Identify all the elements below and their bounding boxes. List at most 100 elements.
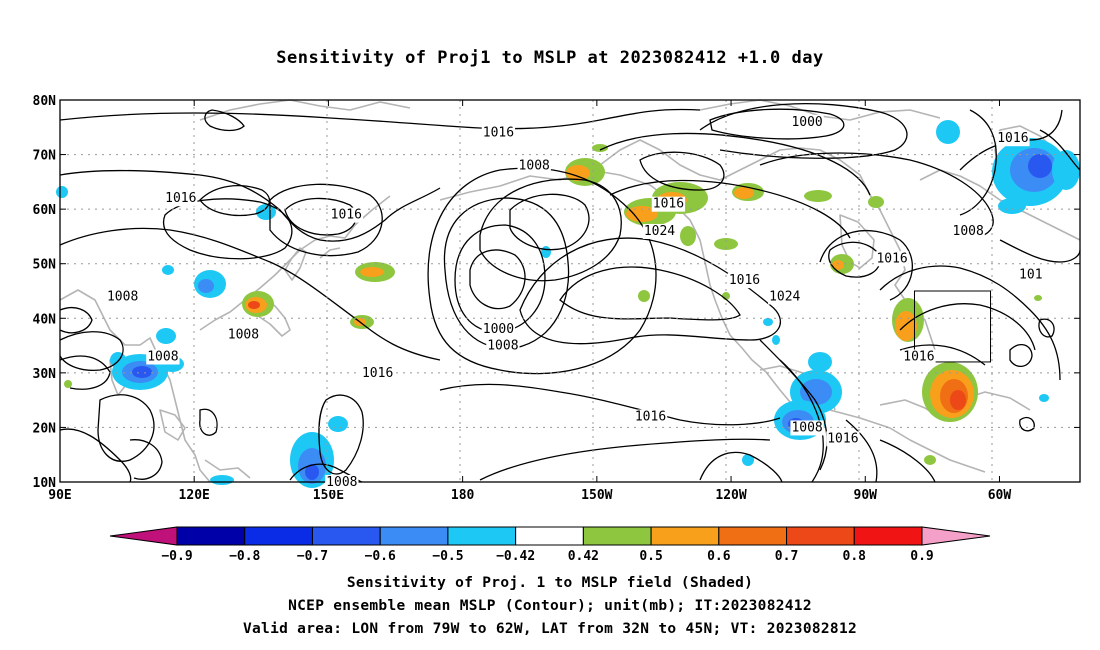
- contour-label-bg: [329, 207, 363, 223]
- axis-labels: 90E 120E 150E 180 150W 120W 90W 60W 80N 70N 60N 50N…: [33, 94, 1012, 503]
- contour-label-bg: [768, 289, 802, 305]
- contour-label-bg: [360, 365, 395, 381]
- caption-line-3: Valid area: LON from 79W to 62W, LAT fro…: [242, 621, 858, 637]
- contour-label: 1016: [903, 349, 934, 364]
- contour-label-bg: [325, 475, 359, 490]
- contour-label: 1016: [635, 410, 666, 425]
- contour-label: 1008: [953, 224, 984, 239]
- lon-tick-label: 150E: [313, 488, 344, 503]
- contour-label-bg: [481, 322, 516, 338]
- contour-label: 1016: [331, 208, 362, 223]
- contour-label: 1016: [729, 273, 760, 288]
- contour-label-bg: [146, 349, 180, 365]
- contour-label-bg: [633, 409, 668, 425]
- colorbar-label: −0.8: [229, 549, 260, 564]
- lat-tick-label: 60N: [33, 203, 57, 218]
- contour-label: 1016: [997, 131, 1028, 146]
- colorbar: −0.9 −0.8 −0.7 −0.6 −0.5 −0.42 0.42 0.5 0.6 0.7 0.…: [109, 526, 991, 564]
- contour-label: 1016: [165, 191, 196, 206]
- lon-tick-label: 180: [451, 488, 475, 503]
- contour-label-bg: [642, 223, 677, 239]
- colorbar-swatch: [515, 526, 584, 546]
- contour-label-bg: [226, 327, 261, 343]
- contour-label: 1008: [107, 289, 138, 304]
- colorbar-swatch: [650, 526, 720, 546]
- caption-line-1: Sensitivity of Proj. 1 to MSLP field (Sh…: [346, 575, 754, 591]
- colorbar-low-triangle: [109, 526, 178, 546]
- lon-tick-label: 120E: [179, 488, 210, 503]
- contour-labels: 1016 1016 1016 1008 1008 1008 1016 1008 1016 1024…: [105, 114, 1044, 490]
- colorbar-swatch: [176, 526, 246, 546]
- contour-label-bg: [875, 251, 909, 267]
- contour-label-bg: [486, 338, 520, 354]
- colorbar-label: 0.6: [707, 549, 731, 564]
- contour-label-bg: [481, 125, 516, 141]
- contour-label-bg: [902, 349, 936, 365]
- contour-label-bg: [517, 158, 551, 174]
- colorbar-swatch: [311, 526, 381, 546]
- lat-tick-label: 30N: [33, 367, 57, 382]
- contour-label: 1000: [791, 115, 822, 130]
- lat-tick-label: 20N: [33, 421, 57, 436]
- lat-tick-label: 70N: [33, 149, 57, 164]
- contour-label: 1000: [483, 322, 514, 337]
- lat-tick-label: 50N: [33, 258, 57, 273]
- lat-tick-label: 10N: [33, 476, 57, 491]
- caption-line-2: NCEP ensemble mean MSLP (Contour); unit(…: [288, 598, 812, 614]
- colorbar-label: 0.5: [639, 549, 662, 564]
- contour-label: 1024: [644, 224, 675, 239]
- colorbar-swatch: [582, 526, 652, 546]
- colorbar-label: −0.7: [297, 549, 328, 564]
- contour-label: 1008: [487, 339, 518, 354]
- colorbar-label: −0.5: [432, 549, 463, 564]
- colorbar-swatch: [379, 526, 449, 546]
- plot-frame: [59, 99, 1081, 483]
- chart-title: Sensitivity of Proj1 to MSLP at 20230824…: [276, 48, 824, 68]
- contour-label-bg: [826, 431, 860, 447]
- lon-tick-label: 90W: [854, 488, 878, 503]
- colorbar-swatch: [786, 526, 855, 546]
- contour-label-bg: [164, 191, 198, 207]
- colorbar-label: 0.42: [568, 549, 599, 564]
- plot-grid: [60, 100, 1080, 482]
- colorbar-label: 0.9: [910, 549, 933, 564]
- contour-label-bg: [996, 131, 1030, 147]
- lon-tick-label: 60W: [988, 488, 1012, 503]
- contour-label: 101: [1019, 268, 1042, 283]
- contour-label: 1008: [228, 328, 259, 343]
- sensitivity-shading: [56, 120, 1080, 488]
- contour-label: 1008: [147, 349, 178, 364]
- colorbar-swatch: [853, 526, 923, 546]
- contour-label-bg: [790, 420, 824, 436]
- contour-label: 1016: [653, 197, 684, 212]
- colorbar-high-triangle: [921, 526, 991, 546]
- colorbar-swatch: [718, 526, 788, 546]
- lon-tick-label: 90E: [48, 488, 71, 503]
- lon-tick-label: 150W: [581, 488, 612, 503]
- contour-label-bg: [951, 223, 985, 239]
- contour-label-bg: [651, 196, 686, 212]
- valid-area-box: [913, 290, 992, 363]
- mslp-contours: [59, 103, 1081, 483]
- lat-tick-label: 40N: [33, 312, 57, 327]
- contour-label: 1016: [362, 366, 393, 381]
- contour-label: 1016: [483, 126, 514, 141]
- contour-label-bg: [790, 114, 824, 130]
- contour-label: 1008: [791, 420, 822, 435]
- colorbar-swatch: [244, 526, 313, 546]
- colorbar-label: −0.42: [496, 549, 535, 564]
- colorbar-label: 0.7: [775, 549, 798, 564]
- contour-label: 1008: [519, 158, 550, 173]
- contour-label: 1016: [876, 251, 907, 266]
- contour-label-bg: [105, 289, 140, 305]
- lat-tick-label: 80N: [33, 94, 57, 109]
- lon-tick-label: 120W: [715, 488, 746, 503]
- colorbar-label: 0.8: [843, 549, 867, 564]
- contour-label: 1024: [769, 289, 800, 304]
- contour-label-bg: [1018, 267, 1044, 283]
- contour-label: 1016: [827, 431, 858, 446]
- colorbar-swatch: [447, 526, 517, 546]
- contour-label-bg: [727, 273, 762, 289]
- colorbar-label: −0.9: [161, 549, 192, 564]
